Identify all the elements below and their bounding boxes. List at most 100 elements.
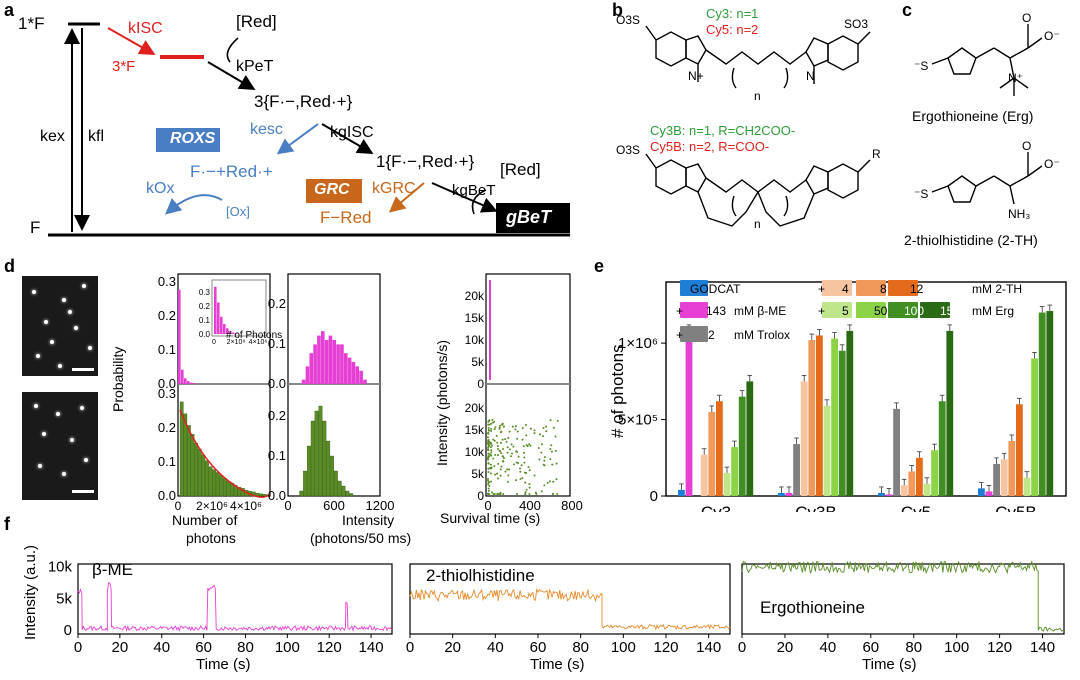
scatter-point (548, 480, 551, 483)
scatter-point (493, 465, 496, 468)
int-ytick-top: 0.2 (268, 296, 286, 311)
scatter-point (487, 493, 490, 495)
trace-signal (77, 582, 393, 632)
panel-d-plots: 0.00.00.10.10.20.20.30.30.00.00.10.10.20… (158, 273, 583, 510)
bar (1000, 459, 1008, 496)
inset-ytick: 0.0 (199, 330, 211, 339)
trace-frame (741, 563, 1065, 635)
legend-trolox-unit: mM Trolox (734, 328, 791, 342)
prob-ytick-top: 0.3 (158, 274, 176, 289)
trace-xtick-label: 120 (317, 639, 342, 656)
n-top: N (806, 69, 815, 83)
legend-erg-50: 50 (874, 304, 888, 318)
prob-xtick: 2×10⁶ (196, 499, 228, 510)
trace-xtick-label: 100 (611, 639, 636, 656)
scatter-point (496, 447, 499, 450)
radical-pair-2: 1{F·−,Red·+} (376, 152, 475, 171)
ring-right-bottom (827, 163, 859, 199)
scatter-point (524, 493, 527, 495)
bar (678, 489, 685, 496)
scatter-point (499, 468, 502, 471)
inset-xtick: 4×10⁶ (249, 339, 268, 346)
inset-bar (223, 324, 226, 334)
bar (993, 463, 1000, 496)
scatter-point (504, 470, 507, 473)
red-right-label: [Red] (500, 160, 541, 179)
scatter-point (522, 445, 525, 448)
legend-swatch (856, 302, 886, 318)
scatter-point (528, 469, 531, 472)
svg-text:O: O (1022, 139, 1031, 153)
inset-bar (226, 328, 229, 334)
scatter-point (519, 470, 522, 473)
scatter-point (552, 426, 555, 429)
scatter-point (540, 490, 543, 493)
scatter-point (533, 432, 536, 435)
trace-xtick-label: 0 (406, 639, 414, 656)
scatter-point (529, 444, 532, 447)
so3-left-bottom: O3S (616, 143, 640, 157)
scatter-point (496, 444, 499, 447)
scatter-point (487, 420, 490, 423)
scatter-point (552, 480, 555, 483)
scatter-point (487, 479, 490, 482)
ring-left-top (655, 31, 687, 67)
scatter-point (527, 466, 530, 469)
f-plus-red-label: F·−+Red·+ (190, 162, 273, 181)
scatter-point (499, 424, 502, 427)
scatter-point (497, 454, 500, 457)
scatter-point (502, 425, 505, 428)
category-label: Cy5 (901, 503, 931, 512)
int-xtick: 600 (323, 498, 345, 510)
bar (793, 444, 800, 496)
bar-ylabel: # of photons (608, 344, 627, 438)
scatter-point (539, 433, 542, 436)
n-label-bottom: n (754, 217, 761, 231)
scatter-point (487, 439, 490, 442)
scatter-point (490, 429, 493, 432)
scatter-point (491, 419, 494, 422)
scatter-point (515, 479, 518, 482)
f-red-label: F−Red (320, 208, 372, 227)
scatter-point (545, 430, 548, 433)
hist-bar-top-int (340, 344, 344, 384)
ox-arrow (164, 194, 223, 215)
hist-bar-top-prob (193, 383, 196, 384)
legend-swatch (856, 280, 886, 296)
hist-bar-top-int (317, 335, 321, 384)
legend-plus-3: + (818, 282, 826, 296)
bar (685, 330, 693, 496)
trace-xtick-label: 120 (653, 639, 678, 656)
scatter-point (510, 455, 513, 458)
panel-label-e: e (594, 256, 605, 276)
bar (923, 483, 931, 496)
bar (1038, 312, 1046, 496)
scatter-point (514, 425, 517, 428)
bar (838, 350, 846, 496)
trace-xtick-label: 60 (862, 639, 879, 656)
scatter-point (549, 419, 552, 422)
scatter-point (504, 438, 507, 441)
prob-ytick-bottom: 0.3 (158, 386, 176, 401)
surv-xtick: 0 (484, 498, 491, 510)
scatter-point (556, 419, 559, 422)
scatter-point (545, 425, 548, 428)
bar (808, 340, 816, 496)
legend-swatch (888, 302, 918, 318)
hist-bar-bottom-prob (179, 401, 184, 497)
legend-th-12: 12 (910, 282, 924, 296)
bar (846, 330, 854, 496)
inset-bar (217, 302, 220, 334)
scatter-point (499, 431, 502, 434)
erg-name: Ergothioneine (Erg) (912, 108, 1034, 124)
trace-xtick-label: 20 (112, 639, 129, 656)
trace-xtick-label: 80 (237, 639, 254, 656)
trace-ytick-label: 0 (64, 622, 72, 639)
bar (723, 473, 731, 496)
trace-title-1: β-ME (92, 560, 133, 579)
scale-bar-top (72, 368, 94, 371)
scatter-point (499, 441, 502, 444)
trace-title-2: 2-thiolhistidine (426, 566, 535, 585)
cy3-label: Cy3: n=1 (706, 6, 758, 21)
pet-arrow (207, 61, 256, 91)
